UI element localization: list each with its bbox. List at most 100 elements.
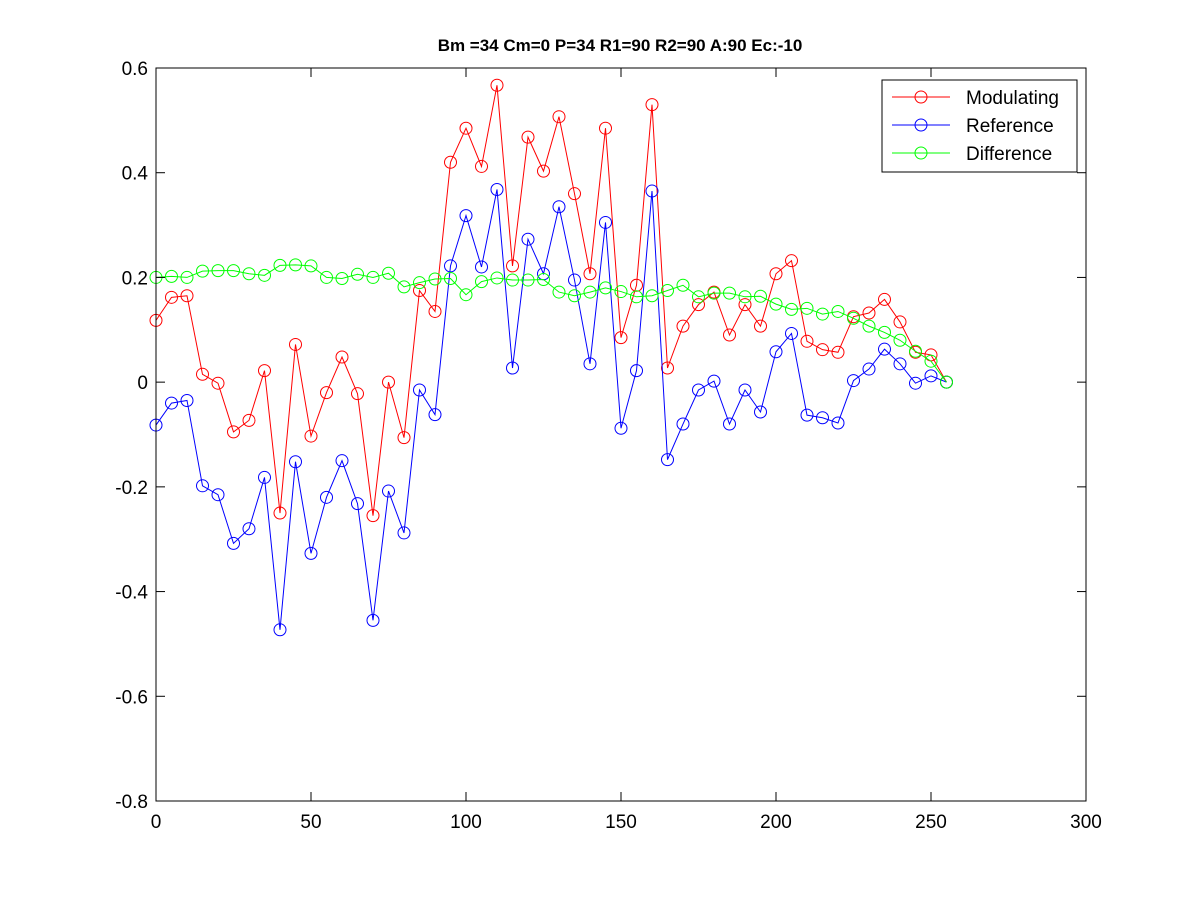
- data-point-reference: [351, 497, 364, 511]
- x-tick-label: 50: [300, 812, 321, 833]
- data-point-modulating: [428, 304, 442, 318]
- data-point-reference: [847, 374, 860, 388]
- data-point-difference: [661, 284, 674, 298]
- data-point-modulating: [893, 315, 907, 329]
- data-point-modulating: [165, 290, 178, 304]
- x-tick-label: 200: [760, 812, 792, 833]
- data-point-modulating: [568, 187, 581, 201]
- data-point-difference: [165, 269, 178, 283]
- data-point-difference: [614, 285, 628, 299]
- data-point-difference: [428, 272, 442, 286]
- data-point-difference: [242, 267, 256, 281]
- data-point-difference: [893, 333, 907, 347]
- data-point-reference: [428, 408, 442, 422]
- x-tick-label: 150: [605, 812, 637, 833]
- y-tick-label: 0: [137, 373, 148, 394]
- data-point-modulating: [862, 306, 876, 320]
- data-point-modulating: [413, 284, 426, 298]
- data-point-reference: [924, 369, 938, 383]
- data-point-difference: [227, 264, 240, 278]
- data-point-modulating: [211, 376, 225, 390]
- data-point-difference: [552, 285, 566, 299]
- data-point-difference: [769, 297, 783, 311]
- data-point-modulating: [769, 267, 783, 281]
- data-point-difference: [413, 276, 426, 290]
- data-point-reference: [661, 453, 674, 467]
- data-point-reference: [258, 470, 271, 484]
- data-point-difference: [676, 278, 690, 292]
- data-point-reference: [831, 416, 845, 430]
- data-point-reference: [227, 536, 240, 550]
- data-point-difference: [645, 289, 659, 303]
- data-point-reference: [459, 209, 473, 223]
- data-point-reference: [769, 345, 783, 359]
- series-line-difference: [155, 264, 947, 383]
- data-point-modulating: [382, 375, 395, 389]
- data-point-difference: [831, 304, 845, 318]
- legend-marker-difference: [914, 146, 928, 160]
- series-line-reference: [155, 189, 947, 630]
- data-point-reference: [490, 182, 504, 196]
- y-tick-label: -0.4: [115, 583, 148, 604]
- data-point-difference: [583, 285, 597, 299]
- legend-box: [881, 79, 1078, 173]
- data-point-difference: [785, 302, 798, 316]
- data-point-modulating: [800, 334, 814, 348]
- data-point-modulating: [692, 298, 705, 312]
- data-point-difference: [273, 258, 287, 272]
- data-point-modulating: [521, 130, 535, 144]
- data-point-modulating: [878, 292, 891, 306]
- data-point-difference: [878, 325, 891, 339]
- x-tick-label: 250: [915, 812, 947, 833]
- legend-label-difference: Difference: [966, 144, 1052, 165]
- data-point-modulating: [459, 121, 473, 135]
- data-point-reference: [862, 362, 876, 376]
- y-tick-label: 0.2: [122, 268, 148, 289]
- data-point-reference: [738, 383, 752, 397]
- data-point-reference: [692, 383, 705, 397]
- data-point-reference: [289, 455, 302, 469]
- data-point-modulating: [831, 345, 845, 359]
- data-point-modulating: [552, 110, 566, 124]
- data-point-modulating: [614, 331, 628, 345]
- data-point-difference: [320, 270, 333, 284]
- y-tick-label: 0.6: [122, 59, 148, 80]
- data-point-reference: [568, 273, 581, 287]
- x-tick-label: 0: [151, 812, 162, 833]
- data-point-modulating: [335, 350, 349, 364]
- data-point-reference: [707, 374, 721, 388]
- data-point-difference: [723, 286, 736, 300]
- data-point-difference: [738, 290, 752, 304]
- data-point-reference: [366, 613, 380, 627]
- data-point-reference: [645, 184, 659, 198]
- data-point-reference: [800, 408, 814, 422]
- legend-entry-reference: Reference: [892, 116, 1054, 137]
- data-point-difference: [196, 264, 209, 278]
- legend: Modulating Reference Difference: [881, 79, 1078, 173]
- data-point-difference: [459, 288, 473, 302]
- data-point-modulating: [816, 343, 829, 357]
- data-point-difference: [537, 273, 550, 287]
- data-point-modulating: [785, 254, 798, 268]
- data-point-reference: [614, 421, 628, 435]
- data-point-modulating: [227, 425, 240, 439]
- x-tick-label: 300: [1070, 812, 1102, 833]
- data-point-difference: [211, 264, 225, 278]
- data-point-modulating: [490, 78, 504, 92]
- data-point-modulating: [583, 267, 597, 281]
- data-point-difference: [800, 301, 814, 315]
- y-tick-label: 0.4: [122, 164, 149, 185]
- data-point-modulating: [754, 319, 767, 333]
- x-tick-label: 100: [450, 812, 482, 833]
- data-point-modulating: [351, 387, 364, 401]
- data-point-reference: [382, 484, 395, 498]
- data-point-difference: [521, 273, 535, 287]
- data-point-modulating: [738, 298, 752, 312]
- data-point-modulating: [304, 429, 318, 443]
- data-point-difference: [940, 375, 953, 389]
- legend-label-modulating: Modulating: [966, 88, 1059, 109]
- data-point-reference: [444, 259, 457, 273]
- data-point-modulating: [506, 259, 519, 273]
- data-point-modulating: [180, 289, 194, 303]
